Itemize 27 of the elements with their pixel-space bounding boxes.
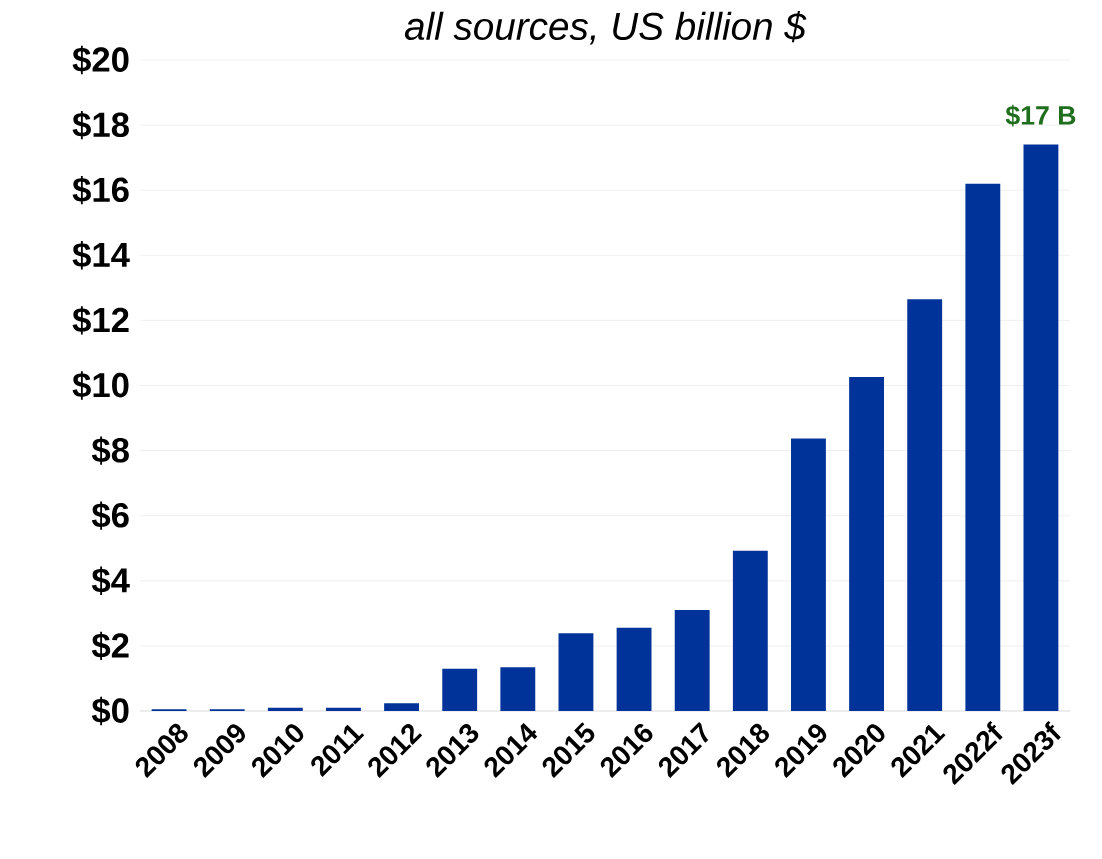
bar bbox=[326, 707, 361, 711]
y-tick-label: $16 bbox=[72, 176, 129, 205]
y-tick-label: $20 bbox=[72, 45, 129, 75]
y-tick-label: $0 bbox=[91, 696, 129, 726]
y-tick-label: $2 bbox=[91, 631, 129, 661]
chart-title: all sources, US billion $ bbox=[404, 11, 807, 45]
bar bbox=[674, 610, 710, 711]
y-tick-label: $14 bbox=[72, 241, 130, 270]
annotation: $17 B bbox=[1005, 104, 1076, 127]
bar bbox=[791, 438, 826, 711]
bar bbox=[500, 667, 536, 711]
bar bbox=[965, 183, 1001, 711]
y-tick-label: $18 bbox=[72, 110, 129, 140]
y-tick-label: $4 bbox=[91, 566, 130, 595]
y-tick-label: $10 bbox=[72, 371, 129, 400]
bar bbox=[907, 299, 943, 711]
bar bbox=[442, 668, 478, 711]
bar bbox=[267, 707, 303, 711]
y-tick-label: $12 bbox=[72, 306, 129, 335]
bar bbox=[1023, 144, 1059, 711]
bar bbox=[732, 550, 768, 711]
y-tick-label: $6 bbox=[91, 501, 129, 530]
bar bbox=[558, 633, 594, 711]
bar bbox=[616, 627, 652, 711]
y-tick-label: $8 bbox=[91, 436, 129, 465]
bar bbox=[384, 703, 420, 711]
bar bbox=[849, 377, 885, 711]
